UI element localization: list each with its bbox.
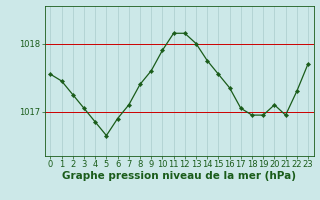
X-axis label: Graphe pression niveau de la mer (hPa): Graphe pression niveau de la mer (hPa) bbox=[62, 171, 296, 181]
